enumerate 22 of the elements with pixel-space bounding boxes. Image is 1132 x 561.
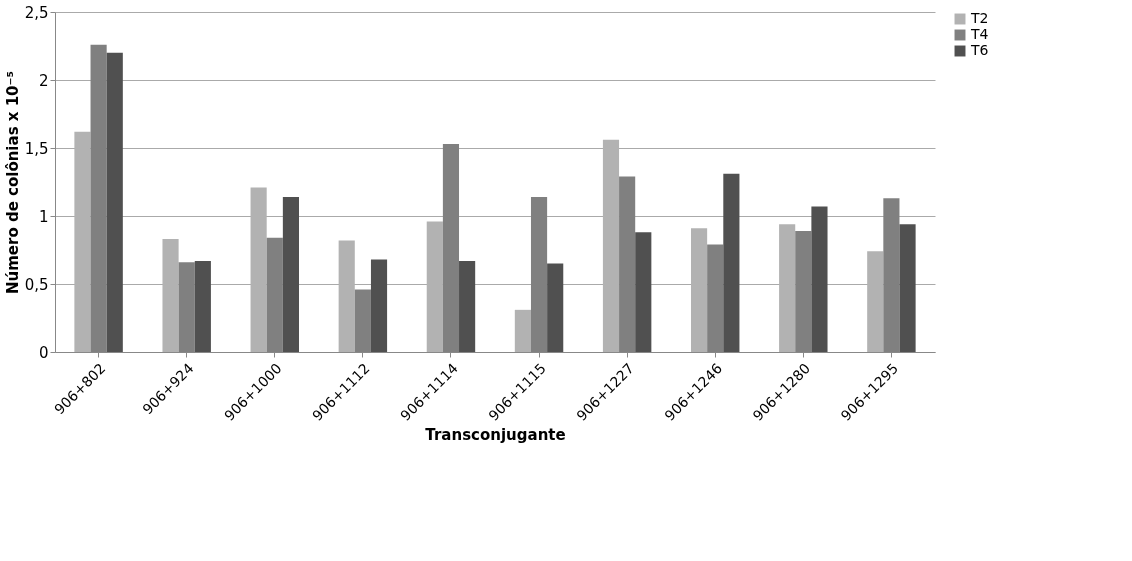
legend-label: T6: [970, 42, 989, 58]
bar: [723, 173, 740, 352]
y-tick-label: 2: [38, 71, 49, 90]
bar: [106, 52, 123, 352]
bar: [514, 309, 531, 352]
bar: [370, 259, 388, 352]
legend-label: T4: [970, 26, 989, 42]
bar: [459, 260, 476, 352]
y-tick-label: 0: [38, 343, 49, 362]
bar: [282, 196, 299, 352]
bar: [811, 206, 828, 352]
y-tick-label: 2,5: [24, 3, 49, 22]
bar: [635, 232, 652, 352]
x-axis-title: Transconjugante: [425, 425, 566, 444]
y-tick-label: 0,5: [24, 275, 49, 294]
y-axis-title: Número de colônias x 10⁻⁵: [3, 70, 22, 295]
bar: [194, 260, 211, 352]
y-tick-label: 1: [38, 207, 49, 226]
bar: [547, 263, 564, 352]
legend-label: T2: [970, 10, 989, 26]
bar: [899, 224, 916, 352]
y-tick-label: 1,5: [24, 139, 49, 158]
